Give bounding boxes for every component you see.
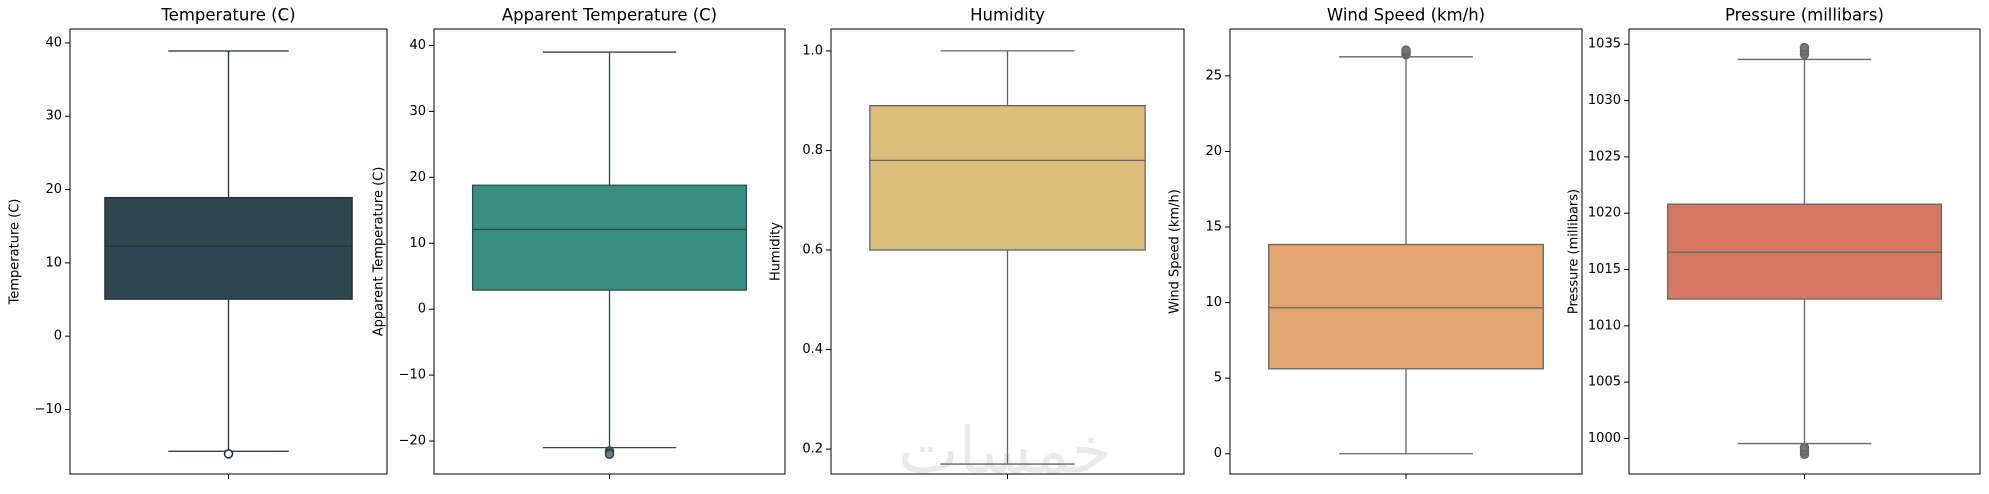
- watermark: خمسات: [898, 415, 1111, 489]
- y-tick-label: 20: [409, 170, 426, 185]
- panel-title: Humidity: [970, 6, 1045, 25]
- y-tick-label: 0.8: [802, 143, 823, 158]
- y-tick-label: 0.4: [802, 342, 823, 357]
- y-tick-label: 15: [1205, 220, 1222, 235]
- y-tick-label: 1020: [1588, 206, 1621, 221]
- y-tick-label: 1025: [1588, 149, 1621, 164]
- outlier: [1799, 42, 1810, 53]
- box: [1268, 243, 1544, 370]
- y-tick-label: 0: [418, 302, 426, 317]
- axes-frame: [1628, 28, 1981, 475]
- y-tick-label: 1000: [1588, 431, 1621, 446]
- outlier: [1799, 442, 1810, 453]
- panel-title: Apparent Temperature (C): [502, 6, 717, 25]
- axes-frame: [433, 28, 786, 475]
- y-tick-label: 0.6: [802, 243, 823, 258]
- axes-frame: [69, 28, 388, 475]
- y-tick-label: 0: [1214, 446, 1222, 461]
- box: [471, 184, 748, 291]
- y-tick-label: −20: [399, 434, 426, 449]
- y-tick-label: 40: [409, 38, 426, 53]
- box: [104, 196, 353, 300]
- y-axis-label: Temperature (C): [8, 199, 23, 306]
- axes-frame: [1229, 28, 1583, 475]
- y-tick-label: 10: [45, 255, 62, 270]
- y-tick-label: −10: [35, 402, 62, 417]
- y-tick-label: 1035: [1588, 37, 1621, 52]
- y-tick-label: 1015: [1588, 262, 1621, 277]
- y-tick-label: −10: [399, 368, 426, 383]
- axes-frame: [830, 28, 1185, 475]
- y-tick-label: 30: [45, 109, 62, 124]
- y-tick-label: 0.2: [802, 442, 823, 457]
- y-axis-label: Apparent Temperature (C): [372, 167, 387, 337]
- y-axis-label: Pressure (millibars): [1567, 189, 1582, 314]
- y-axis-label: Humidity: [769, 222, 784, 281]
- outlier: [223, 449, 234, 459]
- y-tick-label: 20: [45, 182, 62, 197]
- y-tick-label: 1030: [1588, 93, 1621, 108]
- y-tick-label: 5: [1214, 371, 1222, 386]
- y-tick-label: 30: [409, 104, 426, 119]
- y-tick-label: 10: [409, 236, 426, 251]
- y-tick-label: 1010: [1588, 318, 1621, 333]
- outlier: [604, 449, 615, 459]
- panel-title: Temperature (C): [160, 6, 295, 25]
- y-tick-label: 1005: [1588, 375, 1621, 390]
- outlier: [1401, 45, 1411, 55]
- box: [869, 105, 1146, 251]
- y-axis-label: Wind Speed (km/h): [1168, 189, 1183, 314]
- y-tick-label: 40: [45, 35, 62, 50]
- panel-title: Pressure (millibars): [1725, 6, 1884, 25]
- y-tick-label: 10: [1205, 295, 1222, 310]
- y-tick-label: 1.0: [802, 43, 823, 58]
- y-tick-label: 0: [54, 329, 62, 344]
- y-tick-label: 25: [1205, 68, 1222, 83]
- y-tick-label: 20: [1205, 144, 1222, 159]
- panel-title: Wind Speed (km/h): [1327, 6, 1485, 25]
